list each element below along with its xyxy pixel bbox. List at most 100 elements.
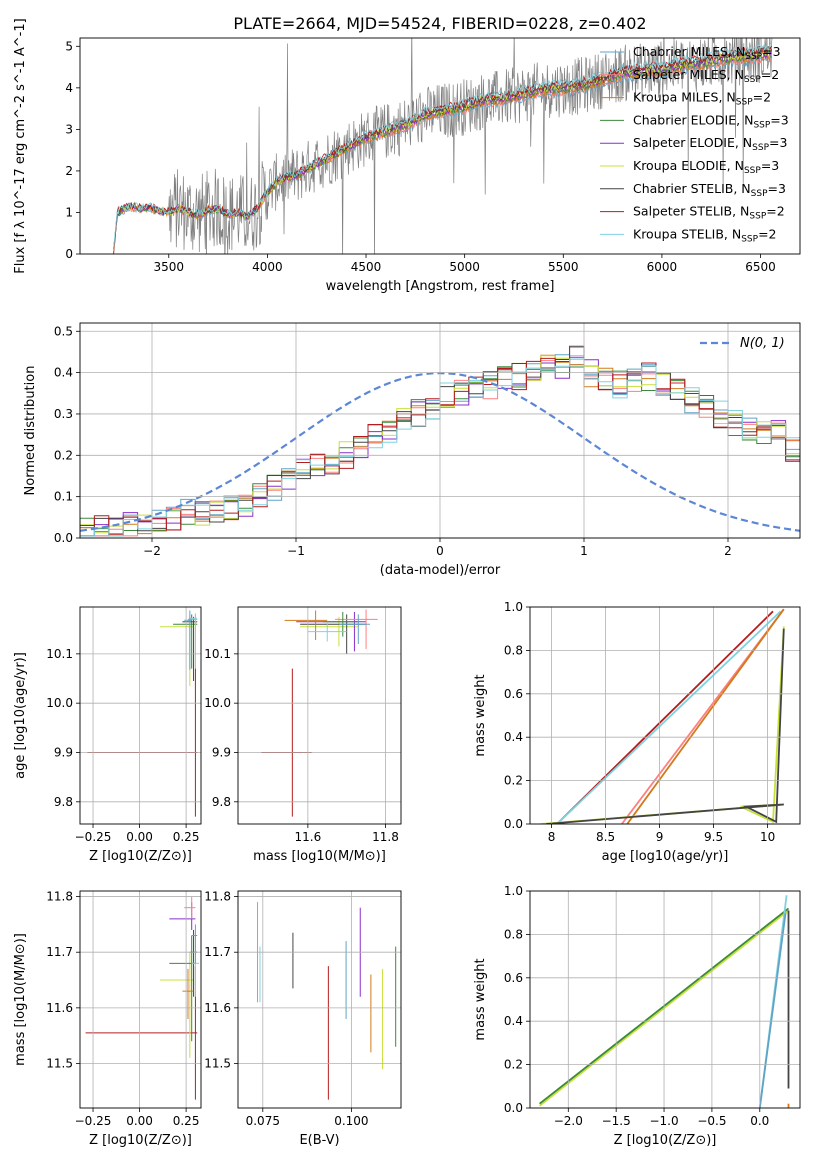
x-tick-label: −2 bbox=[143, 544, 161, 558]
x-tick-label: 4500 bbox=[351, 260, 382, 274]
axes-frame bbox=[79, 606, 202, 825]
y-tick-label: 11.7 bbox=[46, 945, 73, 959]
x-axis-label: age [log10(age/yr)] bbox=[602, 849, 729, 864]
grid bbox=[80, 323, 800, 539]
y-axis-label: age [log10(age/yr)] bbox=[13, 652, 28, 779]
axes-frame bbox=[529, 890, 801, 1109]
y-axis-label: mass weight bbox=[473, 674, 488, 756]
x-tick-label: 3500 bbox=[153, 260, 184, 274]
y-tick-label: 0.0 bbox=[504, 817, 523, 831]
x-axis-label: Z [log10(Z/Z⊙)] bbox=[89, 1133, 192, 1148]
x-tick-label: −1.5 bbox=[602, 1114, 631, 1128]
x-tick-label: −0.25 bbox=[75, 1114, 112, 1128]
y-tick-label: 0.4 bbox=[504, 1014, 523, 1028]
y-tick-label: 11.8 bbox=[46, 890, 73, 904]
axes-frame bbox=[79, 322, 801, 539]
x-tick-label: −1.0 bbox=[649, 1114, 678, 1128]
y-tick-label: 0.0 bbox=[504, 1101, 523, 1115]
plot-area bbox=[540, 608, 785, 824]
x-tick-label: 0.00 bbox=[126, 1114, 153, 1128]
x-tick-label: 2 bbox=[724, 544, 732, 558]
panel-residuals: −2 −1 0 1 2 0.0 0.1 0.2 0.3 0.4 0.5 (data-model)/er… bbox=[23, 322, 801, 578]
y-tick-label: 0.8 bbox=[504, 643, 523, 657]
y-tick-label: 0.3 bbox=[54, 407, 73, 421]
grid bbox=[80, 891, 201, 1108]
legend-label: Salpeter STELIB, NSSP=2 bbox=[633, 204, 785, 222]
y-tick-label: 10.0 bbox=[204, 696, 231, 710]
y-tick-label: 0.2 bbox=[504, 774, 523, 788]
y-tick-label: 0.2 bbox=[54, 448, 73, 462]
x-tick-label: 9 bbox=[656, 830, 664, 844]
x-axis-label: Z [log10(Z/Z⊙)] bbox=[614, 1133, 717, 1148]
y-tick-label: 1.0 bbox=[504, 884, 523, 898]
figure-title: PLATE=2664, MJD=54524, FIBERID=0228, z=0… bbox=[233, 14, 646, 33]
panel-mass-vs-ebv: 0.075 0.100 11.5 11.6 11.7 11.8 E(B-V) bbox=[204, 890, 402, 1148]
histogram-series-0 bbox=[80, 354, 800, 538]
normal-legend-label: N(0, 1) bbox=[740, 336, 785, 351]
x-tick-label: 6000 bbox=[647, 260, 678, 274]
y-tick-label: 11.8 bbox=[204, 890, 231, 904]
x-tick-label: 0.100 bbox=[334, 1114, 368, 1128]
y-tick-label: 11.5 bbox=[46, 1056, 73, 1070]
x-tick-label: 0.00 bbox=[126, 830, 153, 844]
axes-frame bbox=[237, 606, 402, 825]
x-tick-label: 0.075 bbox=[246, 1114, 280, 1128]
panel-age-vs-Z: −0.25 0.00 0.25 9.8 9.9 10.0 10.1 Z [log10(Z/Z⊙… bbox=[13, 606, 202, 864]
grid bbox=[80, 607, 201, 824]
weight-z-line-3 bbox=[758, 912, 787, 1108]
panel-massweight-vs-age: 8 8.5 9 9.5 10 0.0 0.2 0.4 0.6 0.8 1.0 age [log10(a… bbox=[473, 600, 801, 864]
x-tick-label: 0 bbox=[436, 544, 444, 558]
y-tick-label: 0.5 bbox=[54, 324, 73, 338]
plot-area bbox=[113, 38, 773, 254]
plot-area bbox=[87, 610, 198, 817]
histogram-series-7 bbox=[80, 357, 800, 538]
x-tick-label: 8 bbox=[548, 830, 556, 844]
legend-label: Salpeter ELODIE, NSSP=3 bbox=[633, 135, 787, 153]
y-tick-label: 0.2 bbox=[504, 1058, 523, 1072]
x-tick-label: 11.8 bbox=[372, 830, 399, 844]
x-tick-label: 0.25 bbox=[173, 830, 200, 844]
legend-label: Chabrier MILES, NSSP=3 bbox=[633, 44, 781, 62]
y-tick-label: 10.1 bbox=[46, 647, 73, 661]
x-tick-label: −0.5 bbox=[697, 1114, 726, 1128]
y-tick-label: 0.4 bbox=[504, 730, 523, 744]
grid bbox=[530, 606, 800, 825]
y-tick-label: 5 bbox=[65, 39, 73, 53]
y-tick-label: 10.0 bbox=[46, 696, 73, 710]
y-tick-label: 11.6 bbox=[46, 1001, 73, 1015]
x-axis-label: mass [log10(M/M⊙)] bbox=[253, 849, 386, 864]
y-tick-label: 0.6 bbox=[504, 971, 523, 985]
x-tick-label: −0.25 bbox=[75, 830, 112, 844]
y-tick-label: 11.5 bbox=[204, 1056, 231, 1070]
y-tick-label: 0.1 bbox=[54, 490, 73, 504]
legend-label: Salpeter MILES, NSSP=2 bbox=[633, 67, 779, 85]
model-spectrum-8 bbox=[113, 42, 772, 251]
x-tick-label: 11.6 bbox=[294, 830, 321, 844]
y-tick-label: 9.9 bbox=[54, 745, 73, 759]
histogram-series-8 bbox=[80, 358, 800, 538]
y-axis-label: Flux [f λ 10^-17 erg cm^-2 s^-1 A^-1] bbox=[13, 18, 28, 273]
y-tick-label: 1 bbox=[65, 205, 73, 219]
x-axis-label: Z [log10(Z/Z⊙)] bbox=[89, 849, 192, 864]
y-tick-label: 11.6 bbox=[204, 1001, 231, 1015]
legend-label: Kroupa STELIB, NSSP=2 bbox=[633, 226, 777, 244]
y-tick-label: 0 bbox=[65, 247, 73, 261]
x-tick-label: 5000 bbox=[449, 260, 480, 274]
y-tick-label: 10.1 bbox=[204, 647, 231, 661]
spectrum-legend: Chabrier MILES, NSSP=3 Salpeter MILES, NS… bbox=[600, 44, 789, 244]
weight-age-line-1 bbox=[556, 610, 782, 824]
x-tick-label: −1 bbox=[287, 544, 305, 558]
y-tick-label: 9.8 bbox=[212, 795, 231, 809]
y-tick-label: 4 bbox=[65, 81, 73, 95]
y-tick-label: 1.0 bbox=[504, 600, 523, 614]
grid bbox=[530, 890, 800, 1109]
x-tick-label: 5500 bbox=[548, 260, 579, 274]
x-tick-label: 9.5 bbox=[704, 830, 723, 844]
axes-frame bbox=[237, 890, 402, 1109]
y-axis-label: Normed distribution bbox=[23, 366, 38, 496]
y-axis-label: mass weight bbox=[473, 958, 488, 1040]
y-axis-label: mass [log10(M/M⊙)] bbox=[13, 933, 28, 1066]
x-tick-label: −2.0 bbox=[554, 1114, 583, 1128]
y-tick-label: 9.9 bbox=[212, 745, 231, 759]
